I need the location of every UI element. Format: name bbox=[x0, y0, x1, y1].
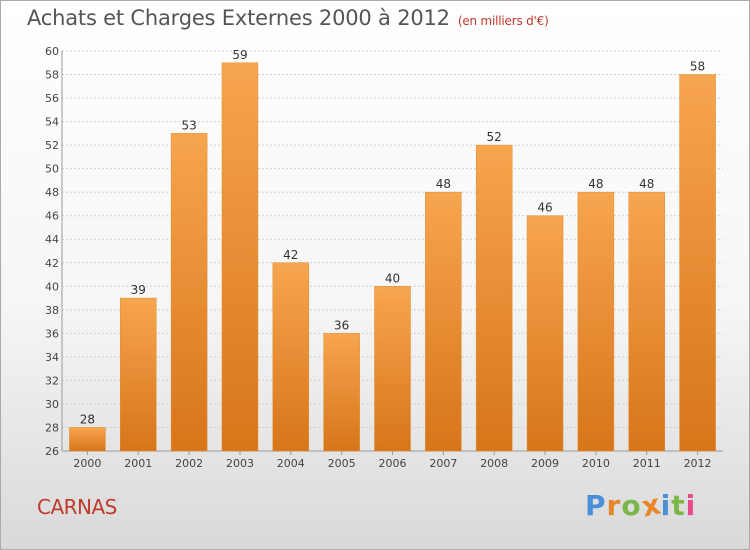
bar bbox=[374, 286, 411, 452]
bar bbox=[272, 262, 310, 452]
logo-letter: r bbox=[606, 489, 622, 522]
bar-value-label: 48 bbox=[639, 177, 654, 191]
y-tick-label: 52 bbox=[45, 139, 59, 152]
x-tick-label: 2003 bbox=[226, 457, 254, 470]
chart-title: Achats et Charges Externes 2000 à 2012 (e… bbox=[27, 6, 549, 30]
x-tick-label: 2012 bbox=[684, 457, 712, 470]
bar bbox=[120, 297, 157, 452]
bar-value-label: 52 bbox=[487, 130, 502, 144]
x-tick-label: 2006 bbox=[379, 457, 407, 470]
bar-value-label: 46 bbox=[537, 201, 552, 215]
bar-value-label: 40 bbox=[385, 271, 400, 285]
y-tick-label: 48 bbox=[45, 186, 59, 199]
bar bbox=[170, 133, 208, 452]
x-tick-label: 2011 bbox=[633, 457, 661, 470]
bar-value-label: 58 bbox=[690, 60, 705, 74]
x-tick-label: 2010 bbox=[582, 457, 610, 470]
bar-value-label: 39 bbox=[131, 283, 146, 297]
town-name: CARNAS bbox=[37, 495, 117, 519]
logo-letter: i bbox=[685, 489, 697, 522]
chart-title-text: Achats et Charges Externes 2000 à 2012 bbox=[27, 6, 450, 30]
y-tick-label: 60 bbox=[45, 45, 59, 58]
bar-value-label: 53 bbox=[181, 118, 196, 132]
bar-value-label: 36 bbox=[334, 318, 349, 332]
y-tick-label: 34 bbox=[45, 351, 59, 364]
bar bbox=[679, 74, 716, 452]
bar-value-label: 42 bbox=[283, 248, 298, 262]
bar bbox=[323, 333, 360, 452]
x-tick-label: 2005 bbox=[328, 457, 356, 470]
bar-value-label: 59 bbox=[232, 48, 247, 62]
bar bbox=[475, 144, 513, 452]
y-tick-label: 46 bbox=[45, 210, 59, 223]
x-tick-label: 2009 bbox=[531, 457, 559, 470]
x-tick-label: 2001 bbox=[124, 457, 152, 470]
y-tick-label: 40 bbox=[45, 280, 59, 293]
x-tick-label: 2000 bbox=[73, 457, 101, 470]
logo-letter: i bbox=[660, 489, 672, 522]
bar-value-label: 28 bbox=[80, 412, 95, 426]
bar bbox=[221, 62, 259, 452]
y-tick-label: 30 bbox=[45, 398, 59, 411]
bar-value-label: 48 bbox=[436, 177, 451, 191]
y-tick-label: 44 bbox=[45, 233, 59, 246]
y-tick-label: 56 bbox=[45, 92, 59, 105]
x-tick-label: 2008 bbox=[480, 457, 508, 470]
bar bbox=[577, 191, 615, 452]
x-tick-label: 2007 bbox=[429, 457, 457, 470]
y-tick-label: 36 bbox=[45, 327, 59, 340]
proxiti-logo[interactable]: Proxiti bbox=[585, 487, 697, 523]
bar-value-label: 48 bbox=[588, 177, 603, 191]
logo-letter: P bbox=[585, 489, 607, 522]
logo-letter: o bbox=[621, 489, 642, 522]
y-tick-label: 50 bbox=[45, 163, 59, 176]
x-tick-label: 2004 bbox=[277, 457, 305, 470]
chart-subtitle: (en milliers d'€) bbox=[457, 14, 549, 28]
y-tick-label: 26 bbox=[45, 445, 59, 458]
bar bbox=[425, 191, 462, 452]
bar bbox=[69, 427, 106, 452]
x-tick-label: 2002 bbox=[175, 457, 203, 470]
y-tick-label: 38 bbox=[45, 304, 59, 317]
y-tick-label: 28 bbox=[45, 421, 59, 434]
y-tick-label: 54 bbox=[45, 116, 59, 129]
bar bbox=[628, 191, 665, 452]
y-tick-label: 32 bbox=[45, 374, 59, 387]
y-tick-label: 42 bbox=[45, 257, 59, 270]
y-tick-label: 58 bbox=[45, 69, 59, 82]
bar bbox=[526, 215, 564, 452]
logo-letter: t bbox=[671, 489, 686, 522]
